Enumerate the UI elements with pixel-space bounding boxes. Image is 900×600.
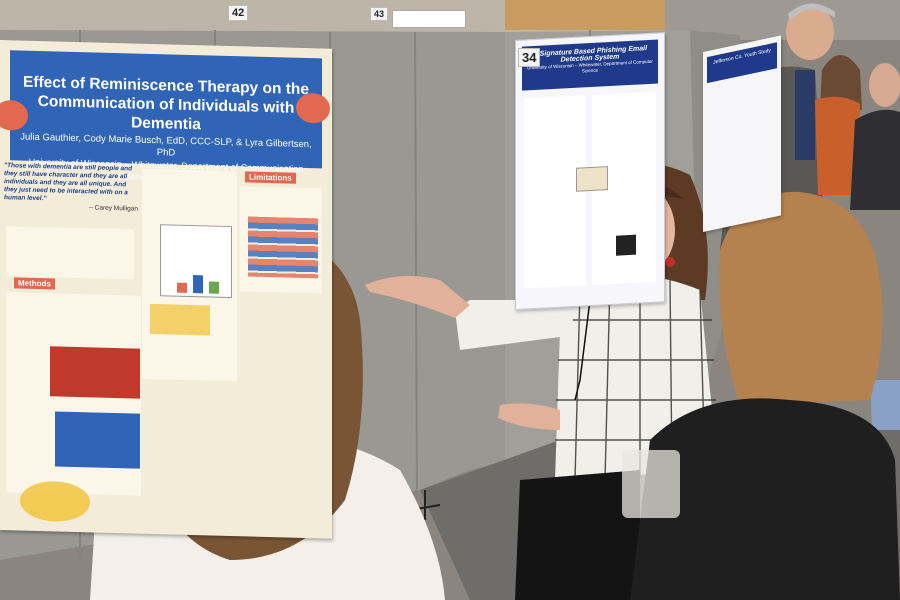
attendee-right-back-view [622, 191, 900, 600]
board-number-left: 42 [228, 5, 249, 21]
poster-quote: "Those with dementia are still people an… [4, 162, 138, 213]
methods-heading: Methods [14, 277, 55, 290]
decorative-yellow-circle [20, 480, 90, 523]
limitations-heading: Limitations [245, 171, 296, 184]
methods-flowchart-red [50, 346, 140, 399]
phishing-poster-left-column [524, 95, 586, 289]
brain-icon-right [296, 92, 330, 124]
results-table [248, 216, 318, 279]
colorblock [150, 303, 210, 336]
right-poster-title: Jefferson Co. Youth Study [707, 42, 777, 84]
earring [665, 257, 675, 267]
phishing-poster-title-banner: A Signature Based Phishing Email Detecti… [522, 39, 658, 91]
phishing-poster-figure [576, 166, 608, 192]
research-poster-phishing: A Signature Based Phishing Email Detecti… [515, 32, 665, 311]
presenter-hand [365, 276, 470, 318]
attendee-right-black-sweater [630, 398, 900, 600]
presenter-pants [515, 470, 640, 600]
chart-bar [209, 281, 219, 294]
poster-title-banner: Effect of Reminiscence Therapy on the Com… [10, 50, 322, 184]
top-sign [392, 10, 466, 28]
poster-intro-text [6, 226, 134, 280]
qr-code [616, 234, 636, 256]
research-poster-right: Jefferson Co. Youth Study [703, 35, 781, 232]
chart-bar [177, 282, 187, 293]
plastic-cup [622, 450, 680, 518]
attendee-right-hair [719, 191, 883, 405]
presenter-arm [455, 300, 575, 350]
background-woman-orange [815, 55, 862, 195]
chart-bar [193, 275, 203, 294]
board-number-middle: 43 [370, 7, 389, 21]
board-number-right: 34 [518, 48, 541, 67]
wood-panel [505, 0, 665, 30]
research-poster-dementia: Effect of Reminiscence Therapy on the Com… [0, 40, 332, 539]
methods-flowchart-blue [55, 411, 140, 469]
background-man-right [850, 63, 900, 430]
poster-title: Effect of Reminiscence Therapy on the Com… [23, 73, 309, 134]
